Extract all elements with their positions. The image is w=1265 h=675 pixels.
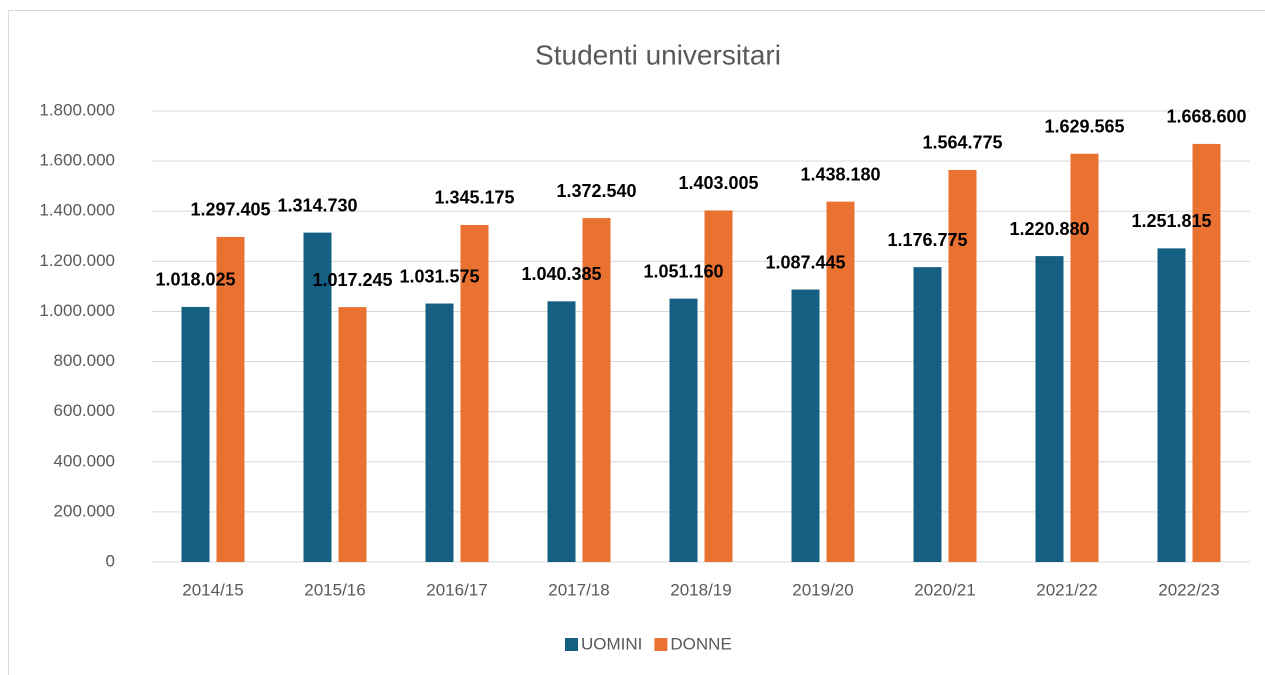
- data-label: 1.372.540: [556, 181, 636, 201]
- bar: [791, 289, 820, 562]
- bar: [425, 303, 454, 562]
- y-tick-label: 200.000: [54, 501, 115, 520]
- bar: [582, 218, 611, 562]
- y-tick-label: 1.800.000: [39, 100, 115, 119]
- bar: [303, 232, 332, 562]
- y-tick-label: 400.000: [54, 451, 115, 470]
- data-label: 1.297.405: [190, 200, 270, 220]
- bar: [826, 201, 855, 562]
- y-tick-label: 1.200.000: [39, 251, 115, 270]
- bar: [1070, 153, 1099, 562]
- data-label: 1.403.005: [678, 173, 758, 193]
- legend-label: DONNE: [670, 634, 731, 653]
- x-tick-label: 2018/19: [670, 580, 731, 599]
- data-label: 1.017.245: [312, 270, 392, 290]
- bar: [216, 236, 245, 562]
- x-tick-label: 2021/22: [1036, 580, 1097, 599]
- bar: [1192, 143, 1221, 562]
- bar: [460, 224, 489, 562]
- x-tick-label: 2017/18: [548, 580, 609, 599]
- bar: [547, 301, 576, 562]
- x-tick-label: 2020/21: [914, 580, 975, 599]
- y-tick-label: 800.000: [54, 351, 115, 370]
- x-tick-label: 2014/15: [182, 580, 243, 599]
- data-label: 1.629.565: [1044, 116, 1124, 136]
- bar: [181, 306, 210, 562]
- bar: [338, 307, 367, 562]
- y-tick-label: 0: [106, 551, 115, 570]
- y-tick-label: 1.400.000: [39, 201, 115, 220]
- chart-title: Studenti universitari: [535, 39, 781, 70]
- x-tick-label: 2015/16: [304, 580, 365, 599]
- data-label: 1.051.160: [643, 261, 723, 281]
- y-tick-label: 1.600.000: [39, 151, 115, 170]
- y-tick-label: 1.000.000: [39, 301, 115, 320]
- data-label: 1.314.730: [277, 195, 357, 215]
- data-label: 1.220.880: [1009, 219, 1089, 239]
- bar: [913, 267, 942, 562]
- data-label: 1.087.445: [765, 252, 845, 272]
- bar: [948, 169, 977, 562]
- legend-swatch: [565, 638, 578, 651]
- bar: [669, 298, 698, 562]
- chart-border: [8, 10, 1265, 675]
- y-tick-label: 600.000: [54, 401, 115, 420]
- bar: [1035, 256, 1064, 562]
- legend-swatch: [654, 638, 668, 651]
- bar: [704, 210, 733, 562]
- data-label: 1.345.175: [434, 188, 514, 208]
- data-label: 1.438.180: [800, 164, 880, 184]
- data-label: 1.031.575: [399, 266, 479, 286]
- x-tick-label: 2016/17: [426, 580, 487, 599]
- data-label: 1.018.025: [155, 270, 235, 290]
- data-label: 1.176.775: [887, 230, 967, 250]
- data-label: 1.251.815: [1131, 211, 1211, 231]
- data-label: 1.564.775: [922, 133, 1002, 153]
- x-tick-label: 2019/20: [792, 580, 853, 599]
- x-tick-label: 2022/23: [1158, 580, 1219, 599]
- data-label: 1.668.600: [1166, 107, 1246, 127]
- legend-label: UOMINI: [581, 634, 642, 653]
- data-label: 1.040.385: [521, 264, 601, 284]
- bar: [1157, 248, 1186, 562]
